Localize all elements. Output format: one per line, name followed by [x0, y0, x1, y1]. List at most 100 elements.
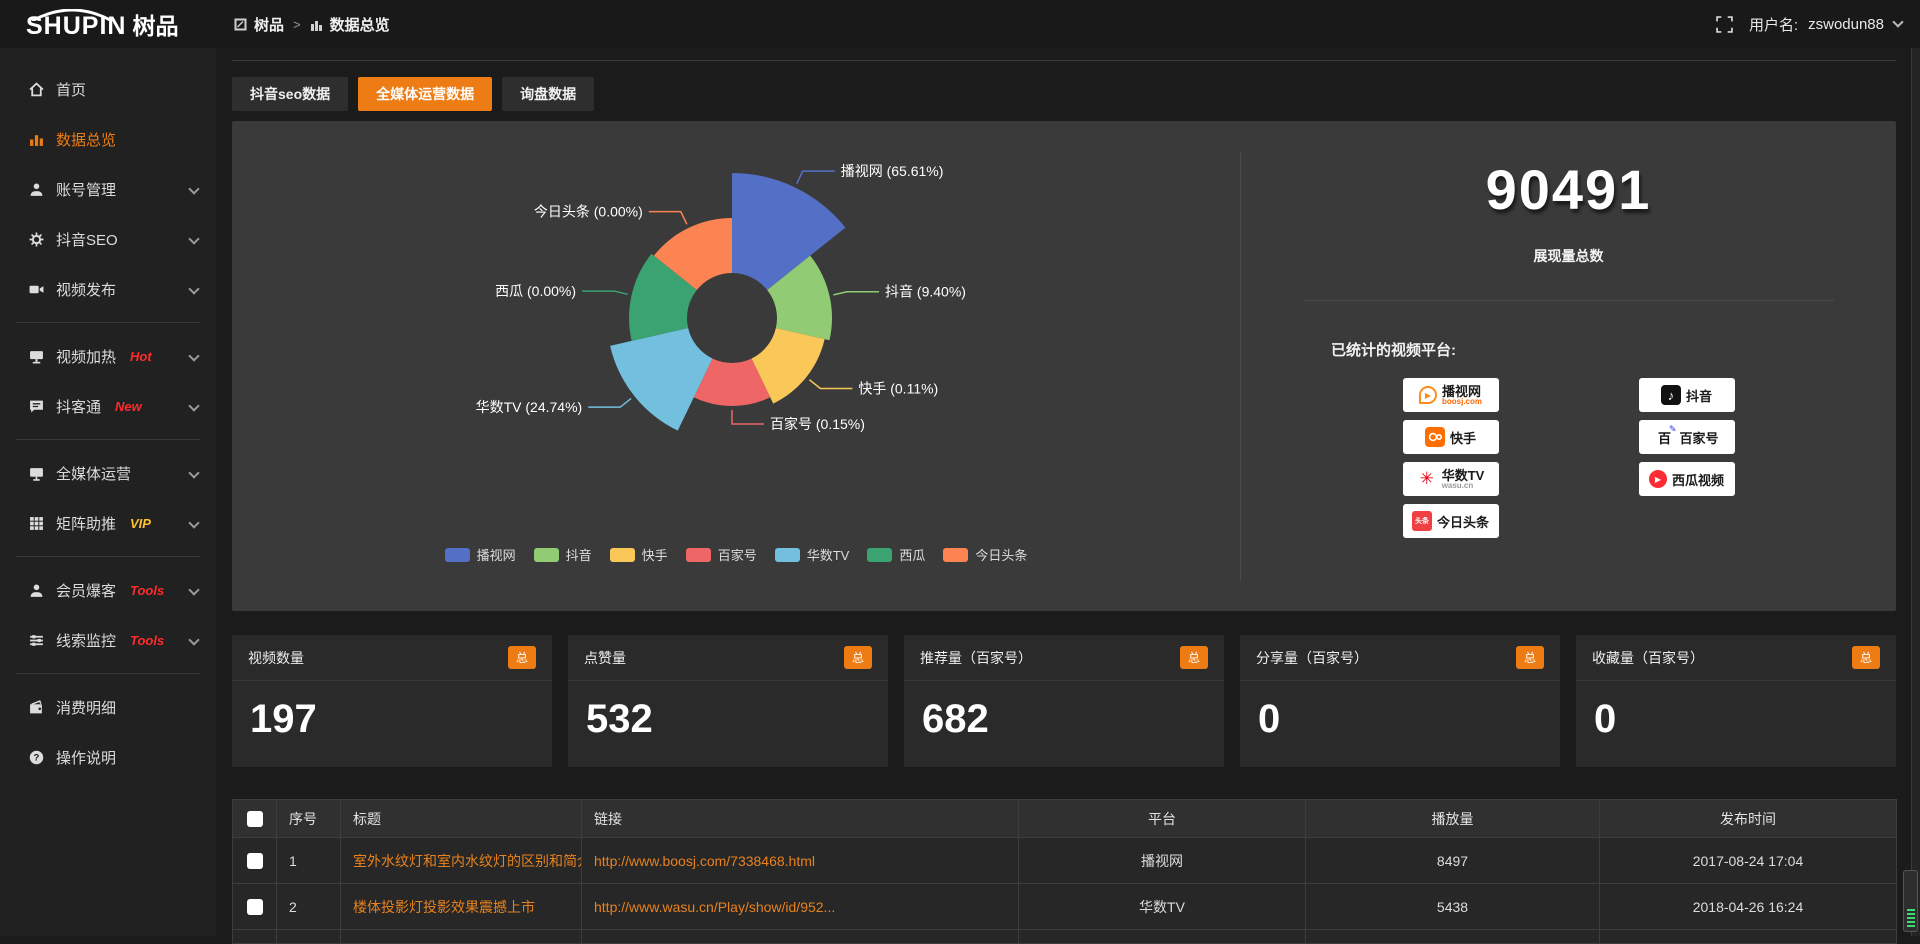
total-badge[interactable]: 总: [1516, 646, 1544, 669]
chevron-down-icon: [188, 183, 199, 194]
total-badge[interactable]: 总: [508, 646, 536, 669]
row-checkbox[interactable]: [247, 899, 263, 915]
floating-widget[interactable]: [1903, 870, 1918, 932]
sidebar-item-home[interactable]: 首页: [0, 64, 216, 114]
legend-item[interactable]: 华数TV: [775, 545, 850, 564]
fullscreen-icon[interactable]: [1716, 16, 1733, 33]
sidebar-item-data-overview[interactable]: 数据总览: [0, 114, 216, 164]
legend-item[interactable]: 抖音: [534, 545, 592, 564]
sidebar-divider: [16, 439, 200, 440]
sidebar-item-label: 数据总览: [56, 129, 116, 150]
cell-title-link[interactable]: 室外水纹灯和室内水纹灯的区别和简介: [341, 838, 582, 884]
legend-swatch: [445, 548, 470, 562]
platforms-label: 已统计的视频平台:: [1331, 339, 1896, 360]
sidebar-item-clue-monitor[interactable]: 线索监控 Tools: [0, 615, 216, 665]
cell-url-link[interactable]: http://www.boosj.com/7338468.html: [582, 838, 1019, 884]
chart-icon: [28, 131, 44, 147]
card-title: 点赞量: [584, 648, 626, 668]
legend-item[interactable]: 西瓜: [867, 545, 925, 564]
legend-item[interactable]: 百家号: [686, 545, 757, 564]
pie-slice-4[interactable]: [610, 328, 712, 431]
breadcrumb-root[interactable]: 树品: [254, 14, 284, 35]
card-video-count: 视频数量总 197: [232, 635, 552, 767]
sidebar-divider: [16, 322, 200, 323]
wallet-icon: [28, 699, 44, 715]
sidebar-divider: [16, 556, 200, 557]
tab-douyin-seo-data[interactable]: 抖音seo数据: [232, 77, 348, 111]
legend-swatch: [610, 548, 635, 562]
legend-swatch: [534, 548, 559, 562]
video-camera-icon: [28, 281, 44, 297]
impressions-divider: [1303, 300, 1834, 301]
sidebar-item-video-publish[interactable]: 视频发布: [0, 264, 216, 314]
legend-item[interactable]: 播视网: [445, 545, 516, 564]
total-badge[interactable]: 总: [1180, 646, 1208, 669]
breadcrumb-current: 数据总览: [330, 14, 390, 35]
legend-label: 西瓜: [899, 545, 925, 564]
sidebar-item-douyin-seo[interactable]: 抖音SEO: [0, 214, 216, 264]
cell-url-link[interactable]: http://www.wasu.cn/Play/show/id/952...: [582, 884, 1019, 930]
legend-swatch: [867, 548, 892, 562]
sidebar-item-spend-detail[interactable]: 消费明细: [0, 682, 216, 732]
app-icon: [234, 18, 247, 31]
card-title: 推荐量（百家号）: [920, 648, 1032, 668]
total-badge[interactable]: 总: [844, 646, 872, 669]
sidebar-item-label: 账号管理: [56, 179, 116, 200]
pie-label-line: [582, 291, 628, 294]
sidebar-divider: [16, 673, 200, 674]
col-header-title: 标题: [341, 800, 582, 838]
sidebar-item-member-leads[interactable]: 会员爆客 Tools: [0, 565, 216, 615]
row-checkbox[interactable]: [247, 853, 263, 869]
col-header-num: 序号: [277, 800, 341, 838]
breadcrumb-separator: >: [293, 17, 301, 32]
pie-label: 抖音 (9.40%): [885, 284, 966, 300]
card-value: 0: [1240, 681, 1560, 742]
tv-icon: [28, 348, 44, 364]
table-row: 1 室外水纹灯和室内水纹灯的区别和简介 http://www.boosj.com…: [233, 838, 1897, 884]
gear-icon: [28, 231, 44, 247]
sidebar-item-video-heat[interactable]: 视频加热 Hot: [0, 331, 216, 381]
legend-item[interactable]: 今日头条: [943, 545, 1027, 564]
chevron-down-icon: [188, 283, 199, 294]
card-likes: 点赞量总 532: [568, 635, 888, 767]
card-value: 197: [232, 681, 552, 742]
main-content: 抖音seo数据 全媒体运营数据 询盘数据 播视网 (65.61%) 抖音 (9.4…: [216, 48, 1920, 936]
user-menu[interactable]: 用户名: zswodun88: [1749, 14, 1902, 35]
chevron-down-icon: [188, 634, 199, 645]
legend-swatch: [943, 548, 968, 562]
cell-num: 1: [277, 838, 341, 884]
cell-platform: 播视网: [1019, 838, 1306, 884]
tab-inquiry-data[interactable]: 询盘数据: [502, 77, 594, 111]
kuaishou-logo-icon: [1425, 427, 1445, 447]
bar-chart-icon: [310, 18, 323, 31]
chevron-down-icon: [1892, 16, 1903, 27]
tab-omnimedia-data[interactable]: 全媒体运营数据: [358, 77, 492, 111]
user-icon: [28, 181, 44, 197]
chevron-down-icon: [188, 467, 199, 478]
sidebar-item-label: 视频加热: [56, 346, 116, 367]
sidebar-item-help[interactable]: ? 操作说明: [0, 732, 216, 782]
cell-platform: 华数TV: [1019, 884, 1306, 930]
select-all-checkbox[interactable]: [247, 811, 263, 827]
total-badge[interactable]: 总: [1852, 646, 1880, 669]
pie-label: 快手 (0.11%): [858, 380, 938, 396]
sidebar-item-doukertong[interactable]: 抖客通 New: [0, 381, 216, 431]
user-label: 用户名:: [1749, 14, 1798, 35]
pie-slice-0[interactable]: [732, 173, 845, 290]
pie-label-line: [732, 410, 764, 424]
legend-item[interactable]: 快手: [610, 545, 668, 564]
sidebar-item-matrix-boost[interactable]: 矩阵助推 VIP: [0, 498, 216, 548]
scrollbar-track[interactable]: [1911, 48, 1920, 936]
sidebar-item-omnimedia[interactable]: 全媒体运营: [0, 448, 216, 498]
sliders-icon: [28, 632, 44, 648]
platform-badge-toutiao: 头条 今日头条: [1403, 504, 1499, 538]
pie-label: 播视网 (65.61%): [841, 163, 944, 179]
cell-time: 2018-04-26 16:24: [1600, 884, 1897, 930]
cell-title-link[interactable]: 楼体投影灯投影效果震撼上市: [341, 884, 582, 930]
platform-badge-kuaishou: 快手: [1403, 420, 1499, 454]
sidebar-item-account[interactable]: 账号管理: [0, 164, 216, 214]
svg-text:?: ?: [33, 752, 39, 763]
impressions-caption: 展现量总数: [1241, 246, 1896, 266]
